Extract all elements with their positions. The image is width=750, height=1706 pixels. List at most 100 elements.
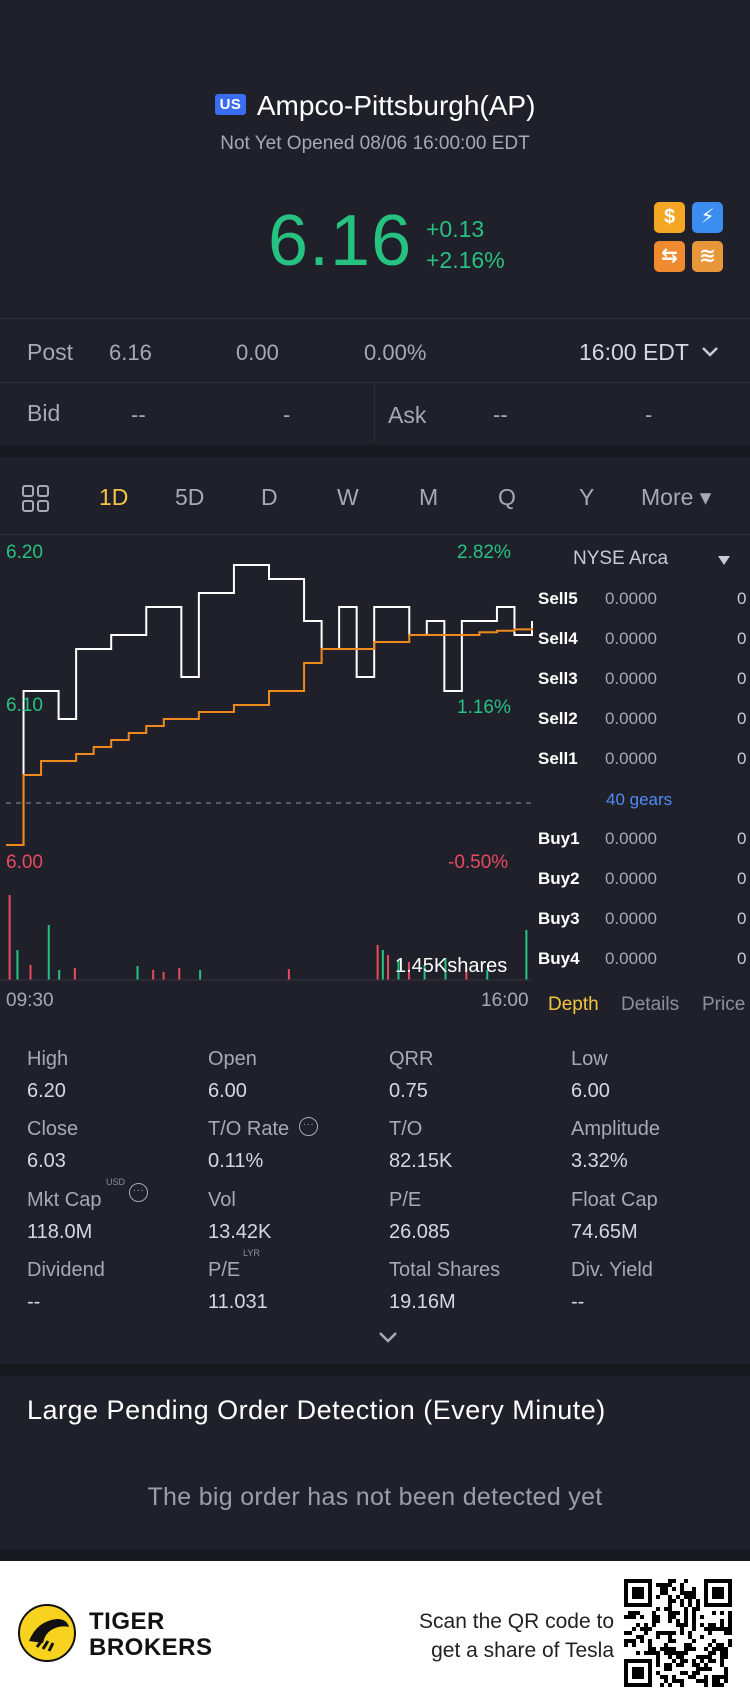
section-gap [0,1549,750,1561]
tab-depth[interactable]: Depth [548,994,599,1015]
brand-name: TIGER BROKERS [89,1609,213,1661]
stat-value: 6.00 [571,1080,610,1102]
volume-bar [178,968,181,980]
chart-mid-pct: 1.16% [457,697,511,718]
chart-mid-label: 6.10 [6,695,43,716]
ask-size: - [645,402,653,427]
stat-value: 26.085 [389,1221,451,1243]
post-label: Post [27,339,74,365]
volume-label: 1.45Kshares [395,955,508,977]
depth-level-label: Sell1 [538,749,578,768]
chevron-down-icon [702,347,718,357]
tab-y[interactable]: Y [579,484,595,510]
stat-value: 6.00 [208,1080,247,1102]
grid-layout-icon[interactable] [21,484,51,519]
volume-bar [73,968,76,980]
stat-label: Amplitude [571,1118,660,1140]
depth-level-price: 0.0000 [605,909,657,928]
stat-value: -- [27,1291,41,1313]
price-line [6,564,533,846]
bid-ask-divider [374,384,375,442]
bid-price: -- [131,402,146,427]
exchange-select[interactable]: NYSE Arca [573,548,668,570]
tab-details[interactable]: Details [621,994,680,1015]
tab-q[interactable]: Q [498,484,516,510]
last-price: 6.16 [268,201,413,281]
qr-caption-line-1: Scan the QR code to [419,1610,614,1633]
depth-level-label: Buy2 [538,869,580,888]
bid-label: Bid [27,400,61,426]
large-orders-empty: The big order has not been detected yet [147,1483,603,1511]
title-row: US Ampco-Pittsburgh(AP) [0,90,750,122]
turnover-rate-info-icon[interactable]: ··· [299,1117,318,1136]
flash-icon[interactable]: ⚡ [692,202,723,233]
chart-start-time: 09:30 [6,990,54,1011]
tab-5d[interactable]: 5D [175,484,205,510]
price-change-percent: +2.16% [426,247,505,273]
stat-value: 13.42K [208,1221,272,1243]
depth-level-label: Sell4 [538,629,578,648]
expand-chevron-icon[interactable] [378,1330,398,1344]
depth-level-label: Sell2 [538,709,578,728]
stat-label: Open [208,1048,257,1070]
brand-line-2: BROKERS [89,1634,213,1661]
ask-label: Ask [388,402,427,428]
exchange-name: NYSE Arca [573,548,669,569]
divider [0,534,750,535]
chart-low-pct: -0.50% [448,852,509,873]
chart-high-label: 6.20 [6,542,43,563]
depth-level-qty: 0 [737,709,747,728]
tab-1d[interactable]: 1D [99,484,129,510]
swap-icon[interactable]: ⇆ [654,241,685,272]
volume-bar [444,958,447,980]
stat-label: Close [27,1118,79,1140]
stat-label: T/O Rate [208,1118,290,1140]
post-change-percent: 0.00% [364,340,427,365]
stat-value: -- [571,1291,585,1313]
volume-bar [397,960,400,980]
stat-value: 3.32% [571,1150,628,1172]
avg-price-line [6,628,533,846]
share-footer: TIGER BROKERS Scan the QR code to get a … [0,1561,750,1706]
caret-down-icon[interactable] [718,556,730,566]
depth-level-price: 0.0000 [605,669,657,688]
post-time-select[interactable]: 16:00 EDT [579,339,719,366]
depth-gears[interactable]: 40 gears [606,790,673,809]
stat-value: 19.16M [389,1291,456,1313]
stat-value: 11.031 [208,1291,268,1313]
depth-level-qty: 0 [737,909,747,928]
volume-bar [287,969,290,980]
post-change: 0.00 [236,340,279,365]
chart-high-pct: 2.82% [457,542,511,563]
qr-caption: Scan the QR code to get a share of Tesla [360,1607,614,1665]
stack-icon[interactable]: ≋ [692,241,723,272]
qr-code-icon [624,1579,732,1687]
tab-w[interactable]: W [337,484,359,510]
stat-label: Vol [208,1189,236,1211]
bid-size: - [283,402,291,427]
intraday-chart[interactable] [0,535,535,985]
volume-bar [29,965,32,980]
volume-bar [387,955,390,980]
tab-d[interactable]: D [261,484,278,510]
tiger-logo-icon [18,1604,76,1662]
depth-level-price: 0.0000 [605,829,657,848]
stat-value: 82.15K [389,1150,453,1172]
tab-more[interactable]: More ▾ [641,484,712,510]
mkt-cap-info-icon[interactable]: ··· [129,1183,148,1202]
stat-label: Low [571,1048,608,1070]
volume-bar [525,930,528,980]
depth-level-qty: 0 [737,749,747,768]
depth-level-price: 0.0000 [605,949,657,968]
depth-level-label: Buy1 [538,829,580,848]
tab-price[interactable]: Price [702,994,746,1015]
tab-m[interactable]: M [419,484,439,510]
depth-level-label: Sell3 [538,669,578,688]
stat-value: 0.11% [208,1150,264,1172]
stat-label: Mkt Cap [27,1189,102,1211]
ask-price: -- [493,402,508,427]
volume-bar [199,970,202,980]
volume-bar [376,945,379,980]
post-time: 16:00 EDT [579,339,689,365]
dollar-icon[interactable]: $ [654,202,685,233]
